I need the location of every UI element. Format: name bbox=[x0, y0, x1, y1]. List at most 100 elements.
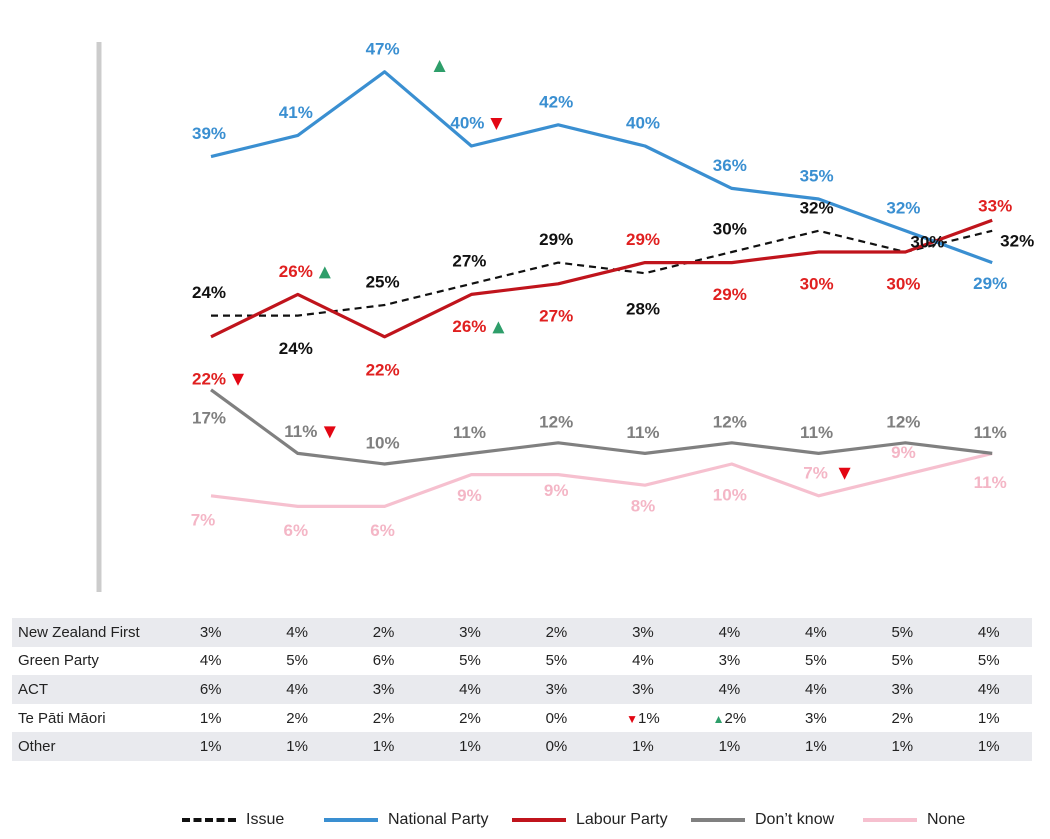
legend-swatch bbox=[691, 818, 745, 822]
legend-swatch bbox=[863, 818, 917, 822]
table-cell-value: 4% bbox=[286, 623, 308, 641]
table-cell-value: 3% bbox=[199, 623, 222, 641]
change-marker-down bbox=[232, 373, 244, 386]
data-label-none: 6% bbox=[370, 521, 395, 540]
table-cell: 1% bbox=[426, 732, 514, 761]
data-label-national-party: 32% bbox=[886, 198, 920, 217]
table-row: Te Pāti Māori 1% 2% 2% 2% 0% ▼1% ▲2% 3% 2% 1% bbox=[12, 704, 1032, 733]
table-cell: 4% bbox=[686, 618, 773, 647]
data-label-national-party: 36% bbox=[713, 156, 747, 175]
table-row-label: Green Party bbox=[18, 652, 99, 670]
table-cell: 1% bbox=[946, 704, 1032, 733]
table-cell-value: 6% bbox=[199, 680, 222, 698]
data-label-issue: 25% bbox=[366, 272, 400, 291]
table-cell-value: 3% bbox=[372, 680, 395, 698]
data-label-none: 10% bbox=[713, 485, 747, 504]
series-line-don-t-know bbox=[210, 388, 993, 466]
table-cell-value: 1% bbox=[638, 709, 660, 727]
table-cell-value: 4% bbox=[977, 623, 1000, 641]
table-cell: 3% bbox=[773, 704, 859, 733]
table-row: Green Party 4% 5% 6% 5% 5% 4% 3% 5% 5% 5% bbox=[12, 647, 1032, 676]
table-cell: ▲2% bbox=[686, 704, 773, 733]
table-cell-value: 3% bbox=[891, 680, 914, 698]
table-cell: 2% bbox=[254, 704, 340, 733]
data-label-none: 11% bbox=[974, 473, 1007, 492]
legend-swatch bbox=[182, 818, 236, 822]
legend-label: Labour Party bbox=[576, 811, 668, 828]
table-cell: 5% bbox=[513, 647, 599, 676]
data-label-don-t-know: 11% bbox=[974, 423, 1007, 442]
table-cell: 5% bbox=[859, 618, 946, 647]
table-cell: 0% bbox=[513, 704, 599, 733]
table-cell-value: 5% bbox=[459, 652, 481, 670]
table-cell-value: 2% bbox=[459, 709, 481, 727]
table-cell: 1% bbox=[167, 704, 253, 733]
table-cell-value: 2% bbox=[724, 709, 747, 727]
data-label-don-t-know: 11% bbox=[284, 422, 317, 441]
data-label-issue: 24% bbox=[192, 283, 226, 302]
change-marker-up: ▲ bbox=[712, 711, 725, 726]
table-cell-value: 4% bbox=[977, 680, 1000, 698]
data-label-none: 9% bbox=[457, 486, 482, 505]
legend-label: Don’t know bbox=[755, 811, 835, 828]
data-label-national-party: 41% bbox=[279, 103, 313, 122]
table-cell-value: 5% bbox=[977, 652, 1000, 670]
data-label-labour-party: 26% bbox=[452, 317, 486, 336]
data-label-don-t-know: 12% bbox=[886, 412, 920, 431]
table-row-label: Te Pāti Māori bbox=[18, 709, 106, 727]
table-cell-value: 1% bbox=[805, 738, 827, 756]
table-cell: 1% bbox=[167, 732, 254, 761]
table-cell-value: 2% bbox=[545, 623, 568, 641]
table-cell-value: 4% bbox=[805, 623, 827, 641]
table-cell-value: 4% bbox=[805, 680, 827, 698]
data-labels: 24% 24% 25% 27% 29% 28% 30% 32% 30% 32% 39% 41% 47% 4… bbox=[191, 39, 1035, 540]
data-label-issue: 30% bbox=[713, 219, 747, 238]
table-cell: 6% bbox=[340, 647, 426, 676]
legend-item-none: None bbox=[863, 805, 965, 835]
table-cell: 5% bbox=[946, 647, 1032, 676]
data-label-national-party: 40% bbox=[450, 113, 484, 132]
table-cell: 2% bbox=[859, 704, 945, 733]
legend-swatch bbox=[512, 818, 566, 822]
legend-label: National Party bbox=[388, 811, 489, 828]
table-cell: 1% bbox=[859, 732, 946, 761]
table-cell-value: 5% bbox=[805, 652, 827, 670]
data-label-labour-party: 33% bbox=[978, 197, 1012, 216]
table-cell: 3% bbox=[167, 618, 254, 647]
data-label-issue: 32% bbox=[1000, 231, 1034, 250]
party-support-table: New Zealand First 3% 4% 2% 3% 2% 3% 4% 4% 5% 4% Gre… bbox=[12, 618, 1032, 761]
table-cell: 4% bbox=[253, 618, 341, 647]
table-cell: 5% bbox=[427, 647, 513, 676]
table-cell-value: 1% bbox=[286, 738, 308, 756]
table-cell: 4% bbox=[945, 618, 1032, 647]
table-cell-value: 3% bbox=[459, 623, 481, 641]
series-line-none bbox=[210, 451, 993, 508]
data-label-national-party: 47% bbox=[366, 39, 400, 58]
change-marker-up bbox=[318, 266, 331, 279]
data-label-none: 9% bbox=[891, 443, 916, 462]
legend-label: Issue bbox=[246, 811, 285, 828]
data-label-issue: 32% bbox=[800, 198, 834, 217]
data-label-issue: 28% bbox=[626, 300, 660, 319]
data-label-don-t-know: 11% bbox=[453, 423, 486, 442]
table-cell: 5% bbox=[859, 647, 945, 676]
data-label-labour-party: 30% bbox=[800, 274, 834, 293]
table-cell: 2% bbox=[427, 704, 513, 733]
table-cell-value: 4% bbox=[199, 652, 222, 670]
table-cell-value: 4% bbox=[718, 623, 741, 641]
table-cell: 0% bbox=[513, 732, 600, 761]
table-cell: 4% bbox=[167, 647, 253, 676]
data-label-don-t-know: 12% bbox=[539, 412, 573, 431]
table-cell-value: 1% bbox=[977, 738, 1000, 756]
series-line-issue bbox=[211, 229, 993, 317]
table-cell: 3% bbox=[340, 675, 427, 704]
table-cell-value: 5% bbox=[891, 652, 914, 670]
change-marker-up bbox=[492, 321, 505, 334]
data-label-issue: 29% bbox=[539, 230, 573, 249]
data-label-labour-party: 27% bbox=[539, 306, 573, 325]
table-cell: 3% bbox=[599, 675, 687, 704]
table-row: ACT 6% 4% 3% 4% 3% 3% 4% 4% 3% 4% bbox=[12, 675, 1032, 704]
legend-item-labour-party: Labour Party bbox=[512, 805, 668, 835]
table-cell: 4% bbox=[945, 675, 1032, 704]
table-cell: 3% bbox=[513, 675, 600, 704]
